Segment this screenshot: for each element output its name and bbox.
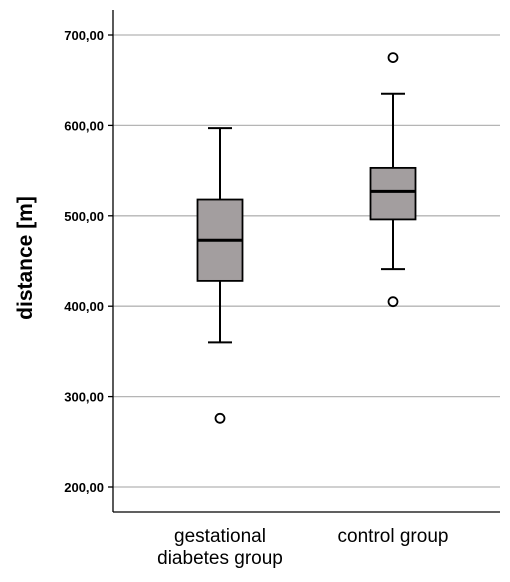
category-label: diabetes group: [157, 548, 283, 569]
boxes: [196, 52, 417, 424]
box-group: [196, 127, 244, 424]
y-tick-label: 500,00: [64, 209, 104, 224]
box-group: [369, 52, 417, 308]
outlier-point: [387, 296, 399, 308]
category-label: control group: [338, 526, 449, 547]
y-tick-label: 600,00: [64, 118, 104, 133]
y-tick-label: 400,00: [64, 299, 104, 314]
y-tick-labels: 700,00 600,00 500,00 400,00 300,00 200,00: [64, 28, 104, 495]
axes: [108, 10, 500, 513]
outlier-point: [214, 412, 226, 424]
category-label: gestational: [174, 526, 266, 547]
y-axis-title: distance [m]: [14, 196, 37, 320]
y-tick-label: 200,00: [64, 480, 104, 495]
y-tick-label: 700,00: [64, 28, 104, 43]
outlier-point: [387, 52, 399, 63]
iqr-box: [369, 166, 417, 221]
grid-lines: [113, 34, 500, 488]
y-tick-label: 300,00: [64, 390, 104, 405]
